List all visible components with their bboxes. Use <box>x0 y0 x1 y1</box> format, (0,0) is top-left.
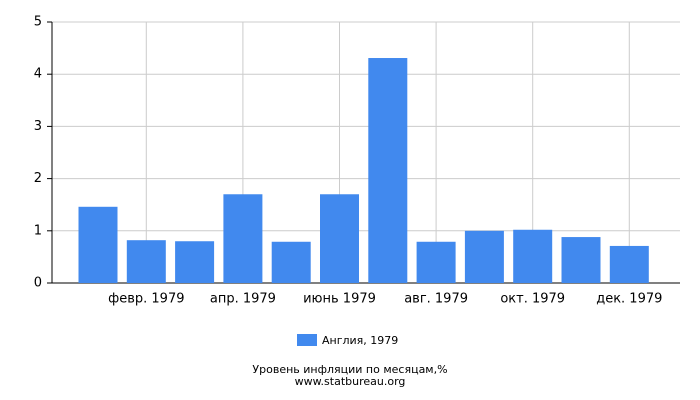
x-tick-label: апр. 1979 <box>210 292 276 307</box>
bar <box>609 245 649 283</box>
bar <box>513 229 553 283</box>
bar <box>320 194 359 283</box>
x-tick-label: февр. 1979 <box>108 292 184 307</box>
bar <box>223 194 263 283</box>
y-tick-label: 2 <box>34 171 42 186</box>
caption: Уровень инфляции по месяцам,% <box>252 363 447 376</box>
y-tick-label: 1 <box>34 223 42 238</box>
x-tick-label: окт. 1979 <box>500 292 565 307</box>
bar <box>271 241 311 283</box>
legend-label: Англия, 1979 <box>322 334 398 347</box>
bar <box>78 206 118 283</box>
y-tick-label: 4 <box>34 67 42 82</box>
bar <box>464 230 504 283</box>
x-tick-label: авг. 1979 <box>404 292 468 307</box>
bar <box>126 240 166 283</box>
legend-swatch <box>297 334 317 346</box>
y-tick-label: 3 <box>34 119 42 134</box>
bar <box>416 241 456 283</box>
bar <box>175 241 215 283</box>
y-tick-label: 5 <box>34 15 42 30</box>
source: www.statbureau.org <box>295 375 406 388</box>
x-tick-label: июнь 1979 <box>303 292 376 307</box>
x-tick-label: дек. 1979 <box>596 292 662 307</box>
bar <box>561 237 601 283</box>
bar <box>368 58 408 283</box>
y-tick-label: 0 <box>34 276 42 291</box>
